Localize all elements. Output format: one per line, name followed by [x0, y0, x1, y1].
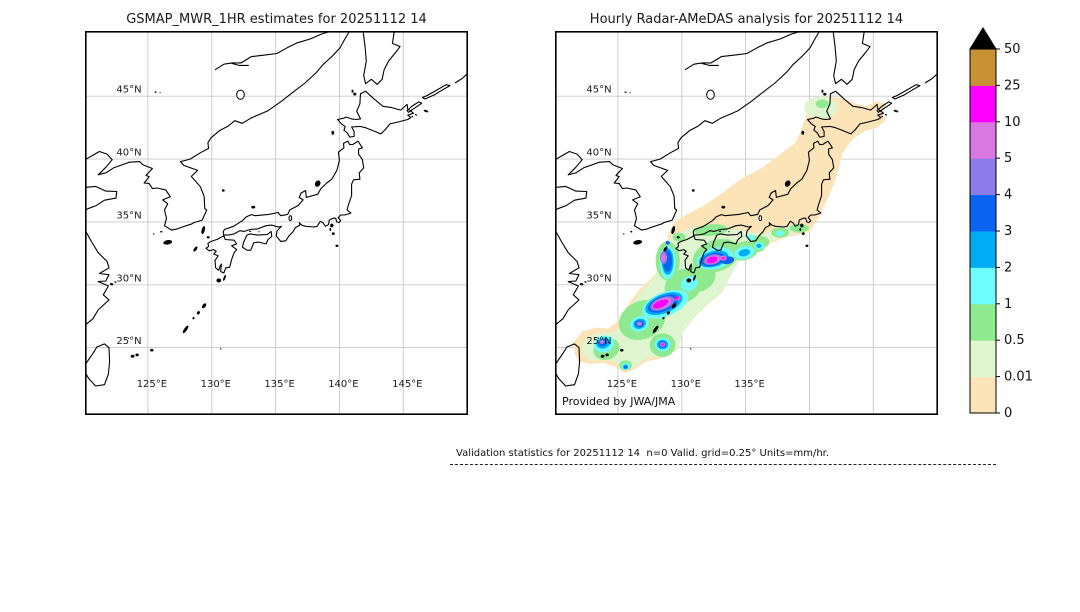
lat-label: 35°N [116, 210, 141, 221]
precip-cell [665, 240, 670, 245]
provider-credit: Provided by JWA/JMA [562, 395, 676, 408]
precip-cell [661, 253, 666, 262]
lon-label: 130°E [671, 379, 701, 390]
colorbar-tick-label: 25 [1004, 78, 1021, 93]
island-marks [109, 89, 429, 358]
lat-label: 30°N [116, 273, 141, 284]
colorbar-labels: 0 0.01 0.5 1 2 3 4 5 10 25 50 [996, 42, 1033, 421]
colorbar-segments [970, 49, 996, 414]
colorbar-tick-label: 10 [1004, 115, 1021, 130]
precip-cell [600, 340, 604, 344]
tick-labels: 45°N 40°N 35°N 30°N 25°N 125°E 130°E 135°E 140°E… [116, 85, 422, 390]
precipitation-colorbar: 0 0.01 0.5 1 2 3 4 5 10 25 50 [969, 27, 1033, 421]
colorbar-tick-label: 5 [1004, 151, 1012, 166]
coastlines [85, 31, 468, 387]
coastlines [555, 31, 938, 387]
left-panel-title: GSMAP_MWR_1HR estimates for 20251112 14 [126, 12, 427, 27]
right-panel-title: Hourly Radar-AMeDAS analysis for 2025111… [589, 12, 904, 27]
lat-label: 40°N [116, 148, 141, 159]
lat-label: 25°N [116, 336, 141, 347]
precip-cell [738, 248, 751, 257]
precip-cell [756, 243, 762, 248]
map-frame [85, 31, 468, 415]
precip-cell [721, 257, 725, 260]
colorbar-tick-label: 4 [1004, 188, 1012, 203]
colorbar-tick-label: 50 [1004, 42, 1021, 57]
lat-label: 40°N [586, 148, 611, 159]
colorbar-tick-label: 0.01 [1004, 370, 1033, 385]
lat-label: 35°N [586, 210, 611, 221]
precip-cell [789, 223, 809, 233]
colorbar-tick-label: 1 [1004, 297, 1012, 312]
colorbar-tick-label: 2 [1004, 260, 1012, 275]
tick-labels: 45°N 40°N 35°N 30°N 25°N 125°E 130°E 135°E [586, 85, 764, 390]
colorbar-tick-label: 0.5 [1004, 333, 1025, 348]
lat-label: 30°N [586, 273, 611, 284]
map-frame [555, 31, 938, 415]
validation-footer: Validation statistics for 20251112 14 n=… [450, 441, 996, 465]
gsmap-estimates-map: 45°N 40°N 35°N 30°N 25°N 125°E 130°E 135°E 140°E… [85, 31, 468, 415]
lon-label: 130°E [201, 379, 231, 390]
precip-cell [706, 256, 718, 264]
gridlines [85, 31, 468, 415]
precip-cell [815, 99, 829, 109]
precip-cell [624, 365, 628, 369]
precip-cell [674, 296, 680, 300]
lon-label: 145°E [392, 379, 422, 390]
overflow-triangle [969, 27, 997, 50]
island-marks [579, 89, 899, 358]
lon-label: 135°E [734, 379, 764, 390]
precip-cell [661, 343, 664, 346]
validation-stats-text: Validation statistics for 20251112 14 n=… [456, 448, 830, 459]
precip-cell [694, 224, 728, 236]
colorbar-tick-label: 0 [1004, 406, 1012, 421]
lon-label: 125°E [607, 379, 637, 390]
lat-label: 45°N [116, 85, 141, 96]
lon-label: 135°E [264, 379, 294, 390]
lon-label: 140°E [328, 379, 358, 390]
radar-amedas-map: 45°N 40°N 35°N 30°N 25°N 125°E 130°E 135°E [555, 31, 938, 415]
lat-label: 45°N [586, 85, 611, 96]
precip-cell [776, 230, 784, 237]
precip-cell [637, 322, 642, 326]
colorbar-tick-label: 3 [1004, 224, 1012, 239]
lat-label: 25°N [586, 336, 611, 347]
precip-cell [652, 299, 669, 309]
lon-label: 125°E [137, 379, 167, 390]
